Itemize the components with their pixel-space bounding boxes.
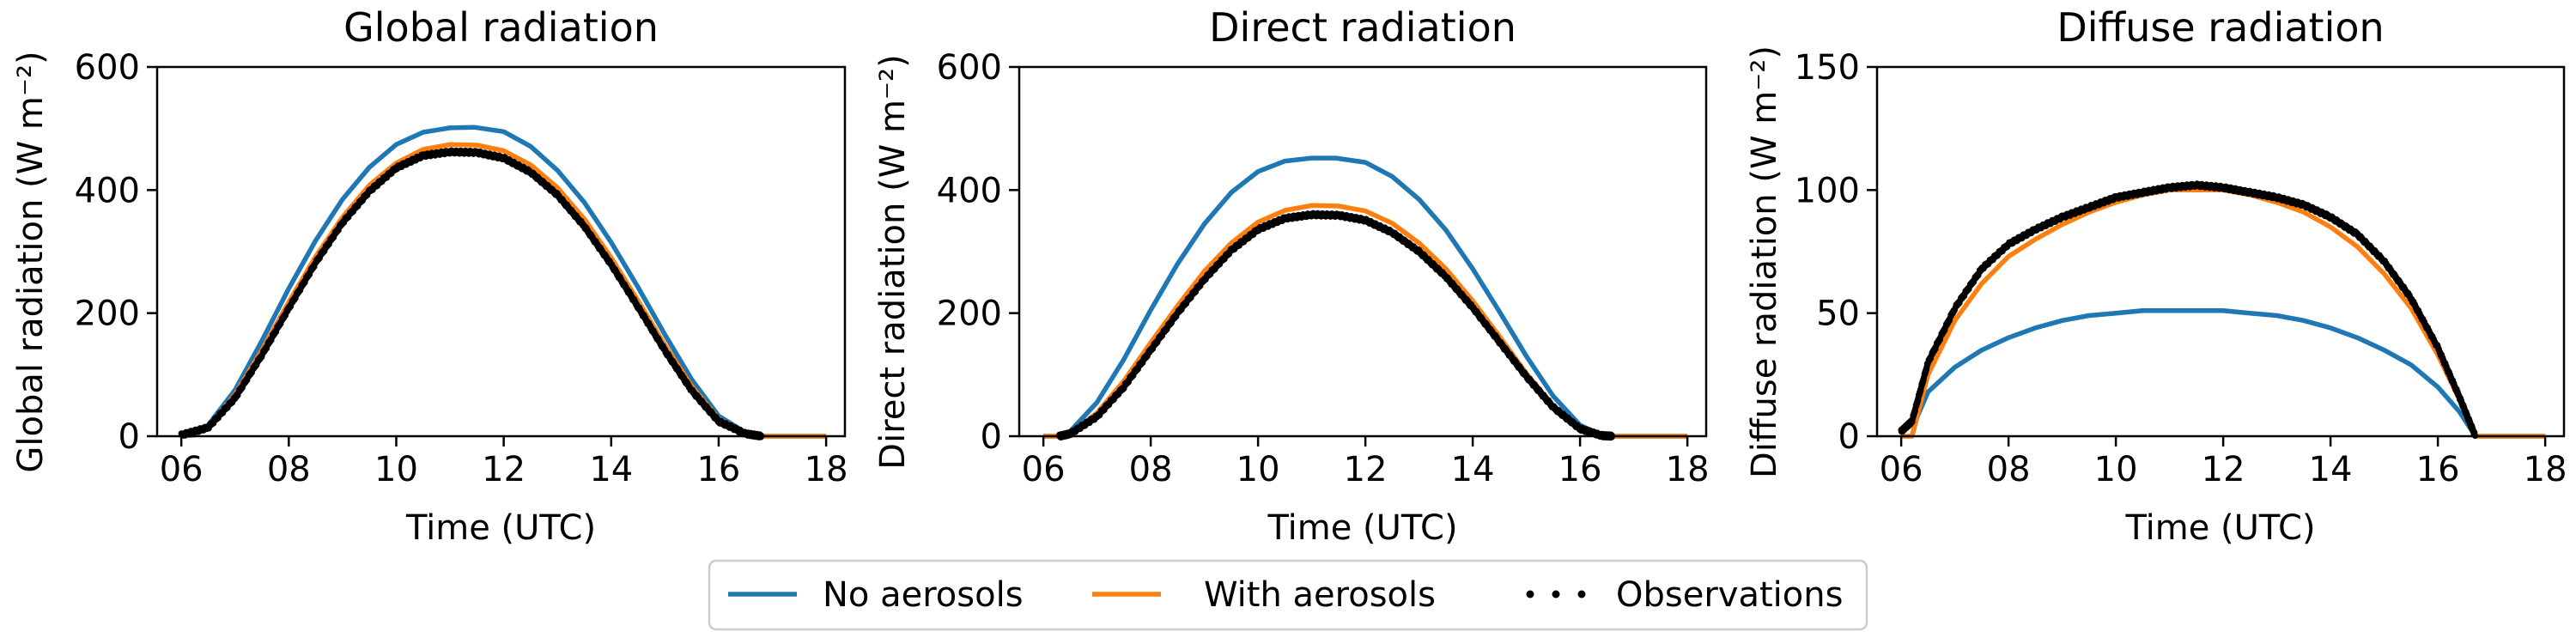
series-observations xyxy=(178,147,765,440)
series-line-with-aerosols xyxy=(180,142,827,439)
plot-frame xyxy=(1875,65,2566,438)
x-tick-label: 18 xyxy=(1666,450,1710,489)
x-tick-label: 08 xyxy=(267,450,311,489)
panel-2-title: Direct radiation xyxy=(1209,4,1516,51)
legend-label: Observations xyxy=(1616,575,1843,615)
series-observations xyxy=(1056,210,1615,441)
series-observations xyxy=(1898,180,2478,440)
series-line-with-aerosols xyxy=(1043,203,1688,439)
x-axis-label: Time (UTC) xyxy=(2124,508,2315,548)
x-tick-label: 12 xyxy=(482,450,526,489)
x-tick-label: 10 xyxy=(2094,450,2138,489)
panel-1-title: Global radiation xyxy=(343,4,659,51)
x-tick-label: 14 xyxy=(2309,450,2353,489)
x-tick-label: 16 xyxy=(696,450,740,489)
y-tick-label: 150 xyxy=(1795,48,1860,88)
y-tick-label: 0 xyxy=(118,417,140,457)
x-tick-label: 06 xyxy=(160,450,204,489)
x-tick-label: 06 xyxy=(1880,450,1923,489)
y-tick-label: 0 xyxy=(1838,417,1860,457)
y-tick-label: 600 xyxy=(937,48,1002,88)
y-tick-label: 400 xyxy=(75,171,140,210)
panel-3-title: Diffuse radiation xyxy=(2057,4,2384,51)
x-tick-label: 18 xyxy=(2524,450,2567,489)
legend-dot xyxy=(1526,590,1534,598)
y-tick-label: 200 xyxy=(937,295,1002,334)
y-tick-label: 600 xyxy=(75,48,140,88)
x-tick-label: 08 xyxy=(1987,450,2031,489)
series-line-no-aerosols xyxy=(1909,308,2546,439)
panel-1: Global radiation 06 08 10 12 14 16 18 0 200 400 600… xyxy=(11,4,848,548)
panel-3: Diffuse radiation 06 08 10 12 14 16 18 0 50 100 150… xyxy=(1745,4,2567,548)
legend-dot xyxy=(1552,590,1560,598)
panel-2: Direct radiation 06 08 10 12 14 16 18 0 200 400 600… xyxy=(873,4,1710,548)
legend-box xyxy=(708,559,1868,631)
plot-frame xyxy=(1018,65,1708,438)
x-tick-label: 10 xyxy=(374,450,418,489)
x-tick-label: 14 xyxy=(1451,450,1495,489)
series-line-no-aerosols xyxy=(1043,155,1688,439)
x-tick-label: 16 xyxy=(1558,450,1602,489)
y-tick-label: 400 xyxy=(937,171,1002,210)
x-tick-label: 06 xyxy=(1022,450,1066,489)
legend: No aerosols With aerosols Observations xyxy=(708,559,1868,631)
y-axis-label: Diffuse radiation (W m⁻²) xyxy=(1745,46,1784,478)
x-tick-label: 16 xyxy=(2416,450,2460,489)
x-tick-label: 18 xyxy=(805,450,848,489)
y-tick-label: 0 xyxy=(981,417,1002,457)
x-tick-label: 12 xyxy=(2202,450,2245,489)
x-tick-label: 12 xyxy=(1344,450,1388,489)
legend-dot xyxy=(1577,590,1586,598)
legend-label: No aerosols xyxy=(823,575,1024,615)
y-tick-label: 50 xyxy=(1816,295,1860,334)
series-line-no-aerosols xyxy=(180,125,827,439)
y-tick-label: 100 xyxy=(1795,171,1860,210)
x-tick-label: 10 xyxy=(1236,450,1280,489)
legend-swatch-observations xyxy=(1526,590,1586,598)
y-tick-label: 200 xyxy=(75,295,140,334)
x-tick-label: 08 xyxy=(1129,450,1173,489)
x-axis-label: Time (UTC) xyxy=(405,508,596,548)
x-tick-label: 14 xyxy=(589,450,633,489)
plot-frame xyxy=(155,65,847,438)
x-axis-label: Time (UTC) xyxy=(1267,508,1457,548)
y-axis-label: Global radiation (W m⁻²) xyxy=(11,51,51,472)
legend-label: With aerosols xyxy=(1204,575,1436,615)
y-axis-label: Direct radiation (W m⁻²) xyxy=(873,54,913,469)
